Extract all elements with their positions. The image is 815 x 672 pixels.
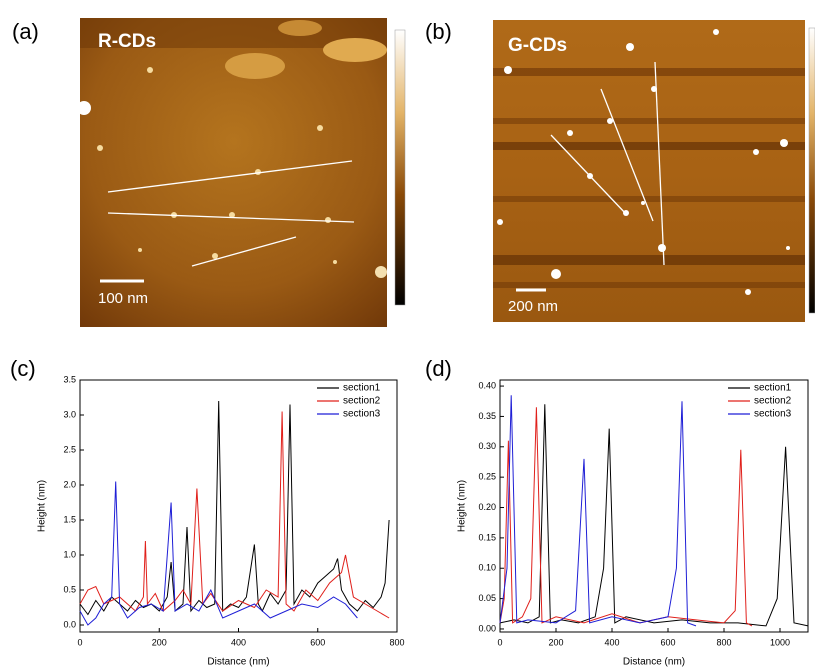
x-tick-label: 0 [497,637,502,647]
y-tick-label: 0.35 [478,411,496,421]
legend-label: section1 [343,383,381,394]
x-tick-label: 0 [77,637,82,647]
afm-image-b [493,20,815,322]
x-tick-label: 200 [152,637,167,647]
legend-label: section1 [754,383,792,394]
x-tick-label: 600 [310,637,325,647]
panel-label: (d) [425,356,452,381]
y-tick-label: 0.05 [478,593,496,603]
sample-name: R-CDs [98,31,156,52]
y-tick-label: 3.5 [63,374,76,384]
profile-line [79,411,390,619]
scale-bar-label: 100 nm [98,290,148,307]
y-tick-label: 0.0 [63,619,76,629]
profile-line [79,400,390,616]
scale-bar-label: 200 nm [508,298,558,315]
profile-line [499,404,809,627]
y-tick-label: 0.40 [478,380,496,390]
y-tick-label: 3.0 [63,409,76,419]
y-tick-label: 0.15 [478,532,496,542]
x-tick-label: 200 [548,637,563,647]
profile-line [499,395,697,627]
sample-name: G-CDs [508,35,567,56]
y-tick-label: 0.00 [478,623,496,633]
panel-label: (b) [425,19,452,44]
y-tick-label: 0.5 [63,584,76,594]
x-tick-label: 800 [716,637,731,647]
plot-frame [499,379,809,633]
y-axis-label: Height (nm) [457,480,468,532]
x-axis-label: Distance (nm) [207,657,269,668]
x-tick-label: 400 [604,637,619,647]
y-tick-label: 0.30 [478,441,496,451]
legend-label: section3 [754,409,792,420]
y-tick-label: 0.10 [478,563,496,573]
y-tick-label: 1.5 [63,514,76,524]
y-tick-label: 1.0 [63,549,76,559]
profile-line [499,407,753,627]
x-tick-label: 1000 [770,637,790,647]
x-axis-label: Distance (nm) [623,657,685,668]
y-axis-label: Height (nm) [37,480,48,532]
panel-label: (c) [10,356,36,381]
legend-label: section3 [343,409,381,420]
legend-label: section2 [754,396,792,407]
y-tick-label: 2.0 [63,479,76,489]
y-tick-label: 0.25 [478,472,496,482]
panel-label: (a) [12,19,39,44]
y-tick-label: 2.5 [63,444,76,454]
x-tick-label: 600 [660,637,675,647]
x-tick-label: 400 [231,637,246,647]
profile-line [79,481,358,626]
legend-label: section2 [343,396,381,407]
y-tick-label: 0.20 [478,502,496,512]
afm-image-a [77,18,406,327]
x-tick-label: 800 [389,637,404,647]
